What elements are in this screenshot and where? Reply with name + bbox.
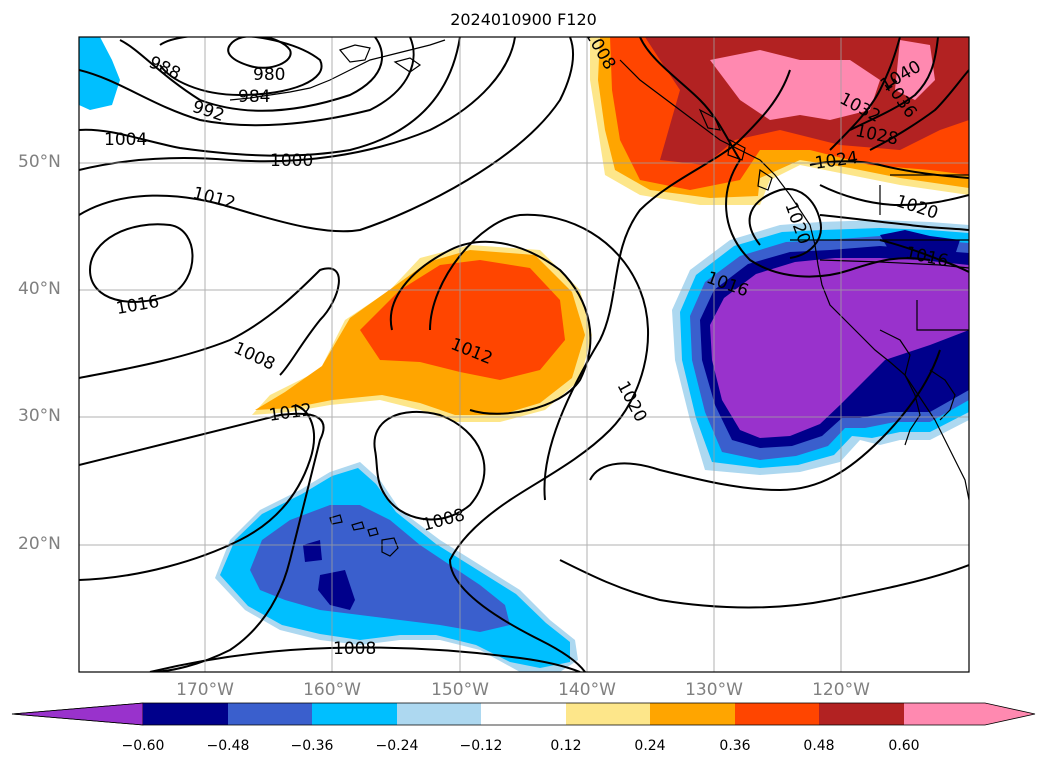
isobar-label: 1008 (333, 639, 376, 659)
colorbar-tick: −0.24 (375, 738, 419, 754)
lon-label-120w: 120°W (812, 680, 870, 700)
lat-label-30n: 30°N (18, 406, 61, 426)
lon-label-160w: 160°W (303, 680, 361, 700)
colorbar-tick: −0.60 (121, 738, 165, 754)
coastlines (229, 39, 969, 501)
lon-label-130w: 130°W (685, 680, 743, 700)
colorbar-tick: 0.36 (719, 738, 751, 754)
colorbar-tick: 0.48 (803, 738, 835, 754)
colorbar (11, 702, 1036, 726)
colorbar-bin (650, 703, 735, 725)
plot-title: 2024010900 F120 (450, 10, 597, 29)
colorbar-bin (312, 703, 397, 725)
colorbar-extend-right (904, 703, 1035, 725)
map-area: 980 984 988 992 1004 1000 1012 1016 1008… (79, 37, 969, 672)
lon-label-150w: 150°W (431, 680, 489, 700)
isobar-label: 984 (238, 87, 270, 107)
lon-label-170w: 170°W (176, 680, 234, 700)
colorbar-bin (143, 703, 228, 725)
gridlines (79, 37, 969, 672)
negative-anomaly-east (672, 220, 969, 475)
negative-anomaly-southwest (79, 37, 578, 672)
lon-label-140w: 140°W (558, 680, 616, 700)
colorbar-bin (481, 703, 566, 725)
colorbar-bin (566, 703, 650, 725)
colorbar-tick: −0.36 (290, 738, 334, 754)
colorbar-bin (228, 703, 312, 725)
colorbar-tick: −0.48 (206, 738, 250, 754)
colorbar-tick: 0.60 (888, 738, 920, 754)
isobar-label: 1000 (270, 151, 313, 171)
colorbar-tick: 0.12 (550, 738, 582, 754)
lat-label-40n: 40°N (18, 279, 61, 299)
colorbar-bin (819, 703, 904, 725)
lat-label-20n: 20°N (18, 534, 61, 554)
colorbar-bin (735, 703, 819, 725)
isobar-label: 980 (253, 65, 285, 85)
colorbar-tick: −0.12 (459, 738, 503, 754)
map-frame (78, 36, 970, 673)
colorbar-tick: 0.24 (634, 738, 666, 754)
isobar-label: 1004 (104, 130, 147, 150)
colorbar-extend-left (11, 702, 144, 726)
lat-label-50n: 50°N (18, 152, 61, 172)
colorbar-bin (397, 703, 481, 725)
hawaiian-islands (329, 514, 399, 557)
